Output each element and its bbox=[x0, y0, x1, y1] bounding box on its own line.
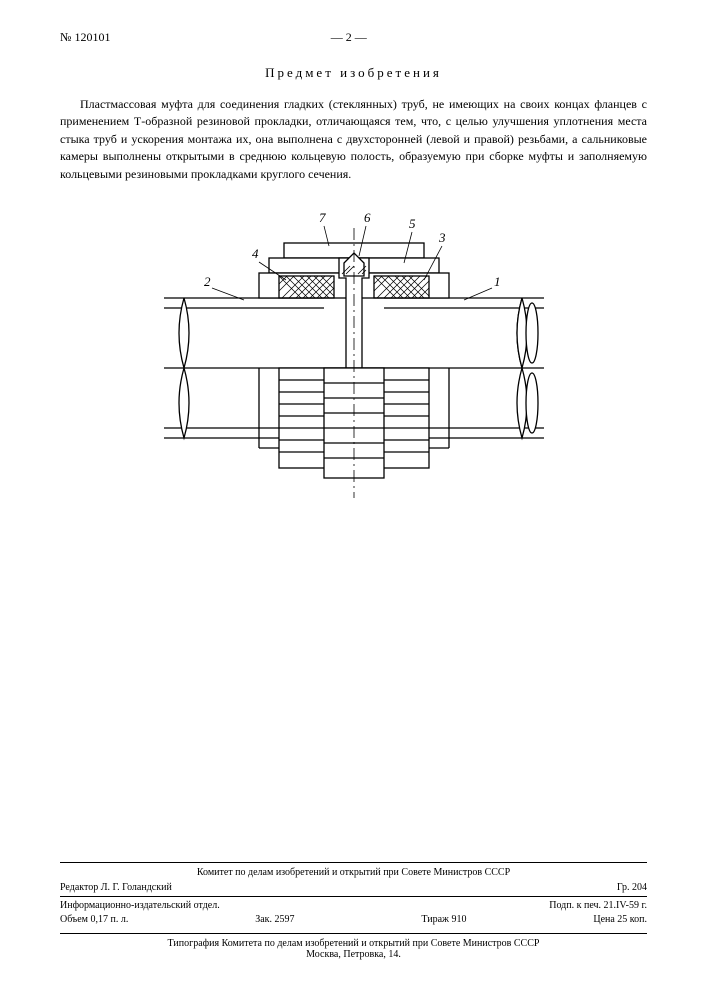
colophon: Комитет по делам изобретений и открытий … bbox=[60, 862, 647, 960]
committee-line: Комитет по делам изобретений и открытий … bbox=[60, 862, 647, 878]
svg-text:1: 1 bbox=[494, 274, 501, 289]
print-date: Подп. к печ. 21.IV-59 г. bbox=[549, 900, 647, 911]
doc-number: № 120101 bbox=[60, 30, 110, 45]
svg-text:2: 2 bbox=[204, 274, 211, 289]
dept-name: Информационно-издательский отдел. bbox=[60, 900, 220, 911]
order-no: Зак. 2597 bbox=[255, 914, 294, 925]
editor-name: Редактор Л. Г. Голандский bbox=[60, 882, 172, 893]
typography-line: Типография Комитета по делам изобретений… bbox=[60, 938, 647, 949]
svg-text:7: 7 bbox=[319, 210, 326, 225]
svg-text:6: 6 bbox=[364, 210, 371, 225]
group-code: Гр. 204 bbox=[617, 882, 647, 893]
price: Цена 25 коп. bbox=[593, 914, 647, 925]
coupling-diagram: 7 6 5 3 1 4 2 bbox=[164, 208, 544, 518]
claim-text: Пластмассовая муфта для соединения гладк… bbox=[60, 96, 647, 183]
volume: Объем 0,17 п. л. bbox=[60, 914, 128, 925]
svg-text:5: 5 bbox=[409, 216, 416, 231]
svg-text:3: 3 bbox=[438, 230, 446, 245]
page-header: № 120101 — 2 — bbox=[60, 30, 647, 45]
address-line: Москва, Петровка, 14. bbox=[60, 949, 647, 960]
section-title: Предмет изобретения bbox=[60, 65, 647, 81]
circulation: Тираж 910 bbox=[421, 914, 466, 925]
page-marker: — 2 — bbox=[331, 30, 367, 45]
svg-text:4: 4 bbox=[252, 246, 259, 261]
figure-container: 7 6 5 3 1 4 2 bbox=[60, 208, 647, 518]
